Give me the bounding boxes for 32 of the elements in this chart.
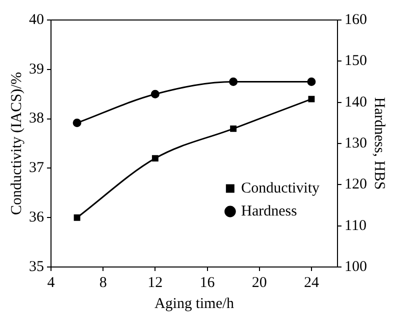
y2-tick-label: 160 [344,12,367,28]
y2-tick-label: 140 [344,94,367,110]
y-tick-label: 36 [29,210,44,226]
y2-tick-label: 120 [344,176,367,193]
y-tick-label: 40 [29,12,44,28]
y2-tick-label: 150 [344,53,367,70]
x-tick-label: 16 [200,274,216,291]
point [307,78,316,86]
y-tick-label: 37 [29,160,44,176]
point [229,78,238,86]
point [308,96,315,102]
y-tick-label: 35 [29,258,44,275]
x-tick-label: 4 [47,274,56,291]
point [152,155,158,162]
x-axis-title: Aging time/h [154,296,235,312]
x-tick-label: 24 [304,274,320,291]
x-tick-label: 8 [99,274,107,291]
y-tick-label: 38 [29,110,44,127]
legend-label: Conductivity [241,180,320,196]
y2-tick-label: 100 [344,258,367,275]
y2-tick-label: 110 [344,218,366,234]
y2-axis-title: Hardness, HBS [371,97,388,190]
point [74,214,80,221]
x-tick-label: 20 [252,274,267,291]
point [150,90,160,98]
x-tick-label: 12 [148,274,163,291]
point [230,125,237,132]
legend-label: Hardness [241,203,298,220]
y-axis-title: Conductivity (IACS)/% [8,72,25,215]
y-tick-label: 39 [29,61,44,78]
y2-tick-label: 130 [344,135,367,152]
point [72,118,82,128]
